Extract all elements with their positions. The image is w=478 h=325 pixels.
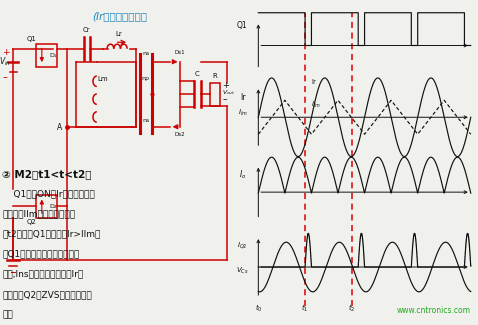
Text: $I_o$: $I_o$ — [239, 168, 246, 181]
Text: ns: ns — [142, 118, 150, 123]
Text: $V_{in}$: $V_{in}$ — [0, 56, 11, 69]
Bar — [36, 195, 57, 218]
Text: Q1: Q1 — [236, 21, 247, 30]
Text: Ir: Ir — [240, 93, 245, 102]
Text: $t_0$: $t_0$ — [255, 303, 262, 314]
Text: C: C — [195, 72, 199, 77]
Text: D₁: D₁ — [49, 53, 56, 58]
Text: Q1: Q1 — [26, 36, 36, 42]
Text: 导通,Ins依然有电流，同时Ir的: 导通,Ins依然有电流，同时Ir的 — [2, 270, 84, 279]
Text: Ds1: Ds1 — [174, 50, 185, 55]
Text: $V_{out}$: $V_{out}$ — [222, 88, 236, 97]
Text: www.cntronics.com: www.cntronics.com — [397, 306, 471, 315]
Text: 存在，为Q2的ZVS开通将造了条: 存在，为Q2的ZVS开通将造了条 — [2, 290, 92, 299]
Text: +: + — [222, 81, 229, 90]
Text: A: A — [57, 123, 62, 132]
Text: $V_{Cs}$: $V_{Cs}$ — [236, 266, 249, 276]
Text: R: R — [213, 73, 217, 79]
Text: ns: ns — [142, 51, 150, 56]
Text: Ir: Ir — [311, 79, 316, 84]
Text: (Ir从左向右为正）: (Ir从左向右为正） — [92, 11, 147, 21]
Text: +: + — [2, 48, 10, 57]
Text: –: – — [222, 95, 227, 104]
Text: ② M2（t1<t<t2）: ② M2（t1<t<t2） — [2, 169, 92, 179]
Text: $I_{Q2}$: $I_{Q2}$ — [238, 240, 248, 251]
Text: Lm: Lm — [98, 76, 108, 82]
Text: $I_{lm}$: $I_{lm}$ — [238, 108, 248, 118]
Text: –: – — [2, 72, 7, 82]
Text: 件。: 件。 — [2, 310, 13, 319]
Text: Ds2: Ds2 — [174, 133, 185, 137]
Text: Cr: Cr — [83, 28, 90, 33]
Text: 在t2时刻，Q1关断，但Ir>Ilm，: 在t2时刻，Q1关断，但Ir>Ilm， — [2, 229, 101, 239]
Bar — [210, 83, 220, 106]
Text: Q2: Q2 — [26, 219, 36, 225]
Text: Q1已经ON，Ir依然以正弦规: Q1已经ON，Ir依然以正弦规 — [2, 189, 95, 198]
Bar — [36, 44, 57, 67]
Text: 律增大，Ilm依然线性上升，: 律增大，Ilm依然线性上升， — [2, 209, 76, 218]
Text: $t_2$: $t_2$ — [348, 303, 356, 314]
Text: D₂: D₂ — [49, 204, 56, 209]
Text: $t_1$: $t_1$ — [302, 303, 309, 314]
Text: np: np — [142, 76, 150, 81]
Text: Lr: Lr — [115, 32, 122, 37]
Text: $I_{lm}$: $I_{lm}$ — [311, 100, 321, 110]
Text: 在Q1关断时，副边二极管依然: 在Q1关断时，副边二极管依然 — [2, 250, 80, 259]
